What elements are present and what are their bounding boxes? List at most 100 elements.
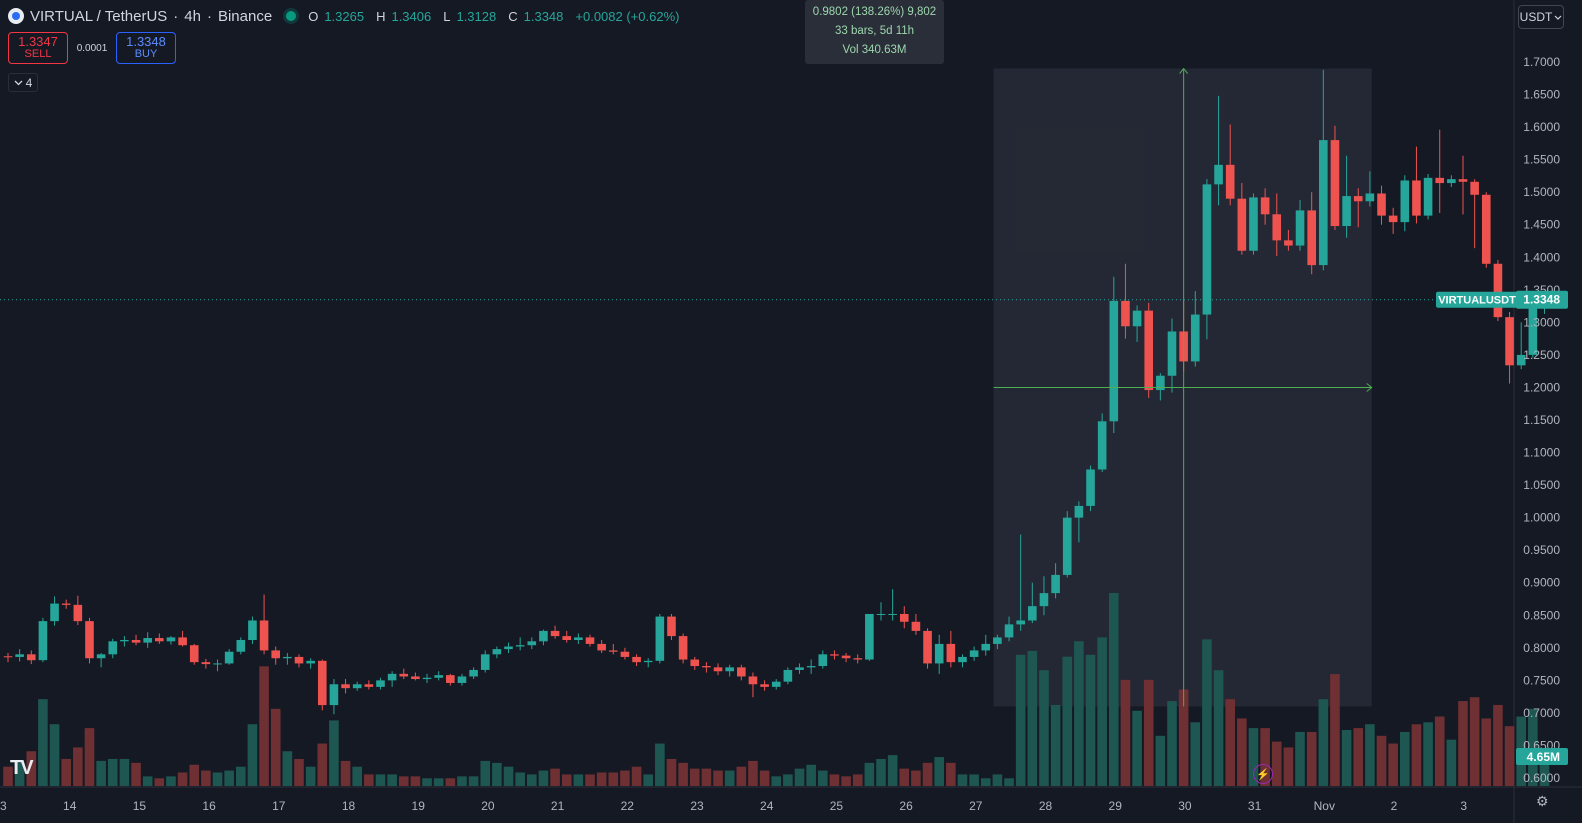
- candle-body: [434, 675, 443, 678]
- indicators-toggle-button[interactable]: 4: [8, 73, 38, 92]
- volume-bar: [224, 770, 234, 786]
- tradingview-logo-icon[interactable]: TV: [10, 757, 34, 779]
- candle-body: [329, 684, 339, 706]
- volume-bar: [666, 758, 677, 786]
- volume-bar: [177, 772, 188, 786]
- candle-body: [504, 646, 513, 650]
- volume-bar: [1178, 689, 1189, 786]
- price-axis-tick: 1.4000: [1523, 250, 1560, 264]
- candle-body: [1272, 214, 1282, 241]
- volume-bar: [38, 699, 48, 786]
- candle-body: [899, 613, 909, 622]
- buy-button[interactable]: 1.3348 BUY: [116, 32, 176, 64]
- candle-body: [387, 673, 397, 681]
- volume-bar: [701, 768, 712, 786]
- volume-bar: [107, 758, 118, 786]
- volume-bar: [573, 774, 584, 786]
- candle-body: [1400, 180, 1410, 223]
- time-axis-tick: 13: [0, 799, 7, 813]
- candle-body: [248, 620, 257, 641]
- volume-bar: [783, 774, 793, 786]
- volume-bar: [282, 751, 293, 786]
- volume-bar: [969, 774, 979, 786]
- sell-button[interactable]: 1.3347 SELL: [8, 32, 68, 64]
- timeframe[interactable]: 4h: [184, 7, 201, 25]
- candle-body: [1493, 263, 1503, 318]
- candle-body: [469, 669, 478, 677]
- price-axis-tick: 0.9500: [1523, 543, 1560, 557]
- candle-body: [38, 621, 48, 661]
- candle-body: [632, 656, 641, 663]
- close-value: 1.3348: [523, 8, 564, 24]
- symbol-price-tag: [1436, 291, 1518, 308]
- volume-bar: [259, 666, 269, 786]
- candle-body: [1074, 505, 1084, 518]
- candle-body: [399, 673, 409, 677]
- symbol-logo-icon: [8, 8, 24, 24]
- volume-bar: [49, 724, 60, 786]
- price-axis-tick: 0.6000: [1523, 771, 1560, 785]
- volume-bar: [457, 776, 467, 786]
- volume-bar: [678, 762, 688, 786]
- volume-bar: [1365, 724, 1375, 786]
- measure-volume: Vol 340.63M: [842, 44, 907, 56]
- gear-icon[interactable]: ⚙: [1536, 793, 1549, 809]
- candle-body: [224, 651, 234, 664]
- candle-body: [655, 616, 665, 661]
- time-axis-tick: 18: [342, 799, 356, 813]
- candle-body: [1481, 194, 1491, 264]
- volume-bar: [387, 774, 397, 786]
- candle-body: [562, 636, 572, 641]
- measure-arrow-up: [1179, 67, 1189, 74]
- candle-body: [783, 669, 793, 682]
- volume-bar: [480, 760, 491, 786]
- price-axis-tick: 0.8500: [1523, 608, 1560, 622]
- volume-bar: [1469, 697, 1480, 786]
- volume-bar: [468, 776, 479, 786]
- volume-bar: [852, 774, 863, 786]
- candle-body: [969, 650, 979, 657]
- candle-body: [515, 645, 525, 647]
- volume-bar: [73, 747, 83, 786]
- candle-body: [294, 656, 304, 664]
- candle-body: [725, 667, 734, 672]
- volume-bar: [1143, 679, 1154, 786]
- symbol-name[interactable]: VIRTUAL / TetherUS: [30, 7, 168, 25]
- volume-bar: [911, 770, 921, 786]
- price-axis-tick: 0.9000: [1523, 576, 1560, 590]
- volume-bar: [1388, 743, 1398, 786]
- candle-body: [667, 616, 676, 637]
- volume-bar: [1155, 735, 1166, 786]
- candle-body: [189, 645, 199, 663]
- volume-bar: [1248, 728, 1259, 786]
- low-value: 1.3128: [456, 8, 497, 24]
- candle-body: [1086, 469, 1095, 506]
- candle-body: [1365, 193, 1375, 202]
- chevron-down-icon: [1554, 15, 1562, 20]
- volume-bar: [1411, 724, 1422, 786]
- volume-bar: [422, 778, 432, 786]
- measure-tooltip: 0.9802 (138.26%) 9,802 33 bars, 5d 11h V…: [805, 0, 944, 64]
- candle-body: [26, 654, 36, 661]
- volume-bar: [655, 743, 665, 786]
- change-value: +0.0082 (+0.62%): [575, 8, 680, 24]
- volume-bar: [1062, 656, 1073, 786]
- volume-bar: [1400, 731, 1410, 786]
- time-axis-tick: 22: [621, 799, 635, 813]
- last-price-tag: [1516, 290, 1568, 309]
- lightning-icon[interactable]: ⚡: [1253, 764, 1273, 784]
- volume-bar: [340, 760, 351, 786]
- volume-bar: [1283, 747, 1294, 786]
- volume-bar: [724, 770, 735, 786]
- currency-button[interactable]: USDT: [1518, 5, 1564, 29]
- candle-body: [737, 667, 746, 677]
- price-axis-tick: 1.1500: [1523, 413, 1560, 427]
- volume-bar: [375, 774, 386, 786]
- candle-body: [678, 636, 688, 660]
- candle-body: [853, 658, 863, 660]
- open-value: 1.3265: [324, 8, 365, 24]
- candle-body: [1470, 181, 1479, 195]
- header-separator: ·: [206, 7, 212, 25]
- candle-body: [830, 654, 839, 656]
